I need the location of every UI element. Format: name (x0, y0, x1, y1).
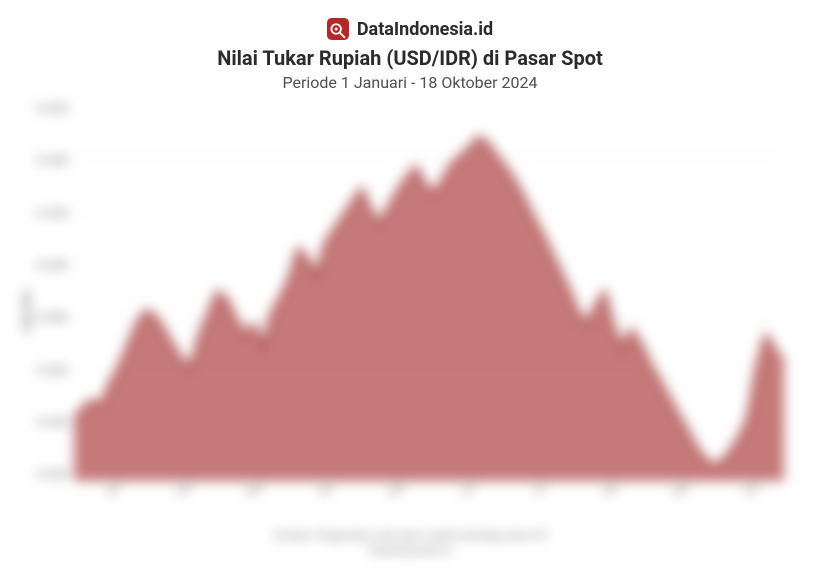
footer-brand: DataIndonesia.id (36, 544, 784, 559)
x-tick-label: Feb (174, 481, 194, 499)
x-tick-label: Jul (530, 481, 547, 498)
brand-row: DataIndonesia.id (36, 18, 784, 40)
y-tick-label: 16.200 (34, 207, 68, 220)
chart-footer: Sumber: Pergerakan nilai tukar rupiah te… (36, 529, 784, 559)
y-axis-labels: 16.600 16.400 16.200 16.000 15.800 15.600 15.4… (8, 102, 68, 481)
x-tick-label: Mar (244, 480, 265, 499)
brand-logo-icon (327, 18, 349, 40)
y-tick-label: 16.000 (34, 259, 68, 272)
area-chart-plot (74, 102, 784, 481)
y-tick-label: 15.400 (34, 416, 68, 429)
y-tick-label: 15.600 (34, 364, 68, 377)
chart-subtitle: Periode 1 Januari - 18 Oktober 2024 (36, 73, 784, 92)
x-tick-label: Mei (387, 481, 407, 499)
x-tick-label: Apr (316, 481, 335, 499)
x-tick-label: Agt (600, 481, 619, 499)
y-tick-label: 15.200 (34, 468, 68, 481)
x-tick-label: Sep (671, 480, 691, 499)
x-tick-label: Jun (458, 481, 478, 500)
chart-area: USD/IDR 16.60016.40016.20016.00015.80015… (36, 102, 784, 521)
chart-title: Nilai Tukar Rupiah (USD/IDR) di Pasar Sp… (36, 46, 784, 71)
y-tick-label: 16.600 (34, 102, 68, 115)
title-block: Nilai Tukar Rupiah (USD/IDR) di Pasar Sp… (36, 46, 784, 92)
x-axis-labels: JanFebMarAprMeiJunJulAgtSepOkt (74, 485, 784, 507)
x-tick-label: Okt (742, 481, 761, 499)
brand-name: DataIndonesia.id (357, 19, 493, 40)
x-tick-label: Jan (103, 481, 123, 499)
y-tick-label: 16.400 (34, 154, 68, 167)
y-tick-label: 15.800 (34, 311, 68, 324)
footer-source: Sumber: Pergerakan nilai tukar rupiah te… (36, 529, 784, 544)
